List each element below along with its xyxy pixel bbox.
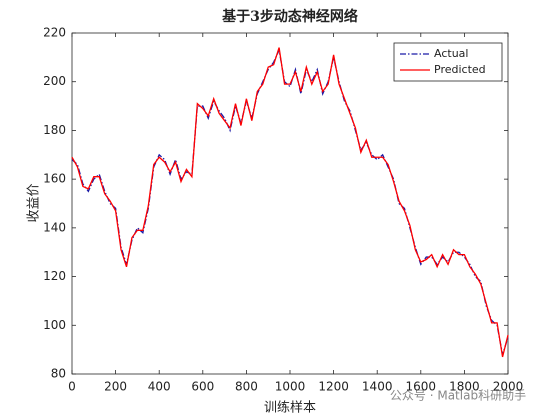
x-tick-label: 800 bbox=[235, 380, 258, 394]
y-tick-label: 100 bbox=[43, 318, 66, 332]
legend-label: Predicted bbox=[434, 63, 486, 76]
plot-area bbox=[71, 32, 509, 375]
legend-label: Actual bbox=[434, 47, 468, 60]
x-tick-label: 600 bbox=[191, 380, 214, 394]
y-tick-label: 160 bbox=[43, 172, 66, 186]
x-tick-label: 1200 bbox=[318, 380, 349, 394]
series-line bbox=[71, 47, 509, 358]
watermark: 公众号 · Matlab科研助手 bbox=[390, 389, 526, 403]
legend-box bbox=[393, 42, 503, 82]
y-tick-label: 180 bbox=[43, 123, 66, 137]
y-tick-label: 220 bbox=[43, 26, 66, 40]
x-tick-label: 1600 bbox=[406, 380, 437, 394]
chart-title: 基于3步动态神经网络 bbox=[222, 8, 358, 25]
x-tick-label: 1400 bbox=[362, 380, 393, 394]
x-tick-label: 200 bbox=[104, 380, 127, 394]
x-tick-label: 400 bbox=[148, 380, 171, 394]
y-tick-label: 80 bbox=[51, 367, 66, 381]
x-tick-label: 1800 bbox=[449, 380, 480, 394]
x-tick-label: 0 bbox=[68, 380, 76, 394]
x-tick-label: 2000 bbox=[493, 380, 524, 394]
x-tick-label: 1000 bbox=[275, 380, 306, 394]
y-tick-label: 140 bbox=[43, 220, 66, 234]
x-axis-label: 训练样本 bbox=[264, 401, 316, 416]
y-axis-label: 收益价 bbox=[27, 183, 42, 222]
y-tick-label: 120 bbox=[43, 269, 66, 283]
y-tick-label: 200 bbox=[43, 74, 66, 88]
